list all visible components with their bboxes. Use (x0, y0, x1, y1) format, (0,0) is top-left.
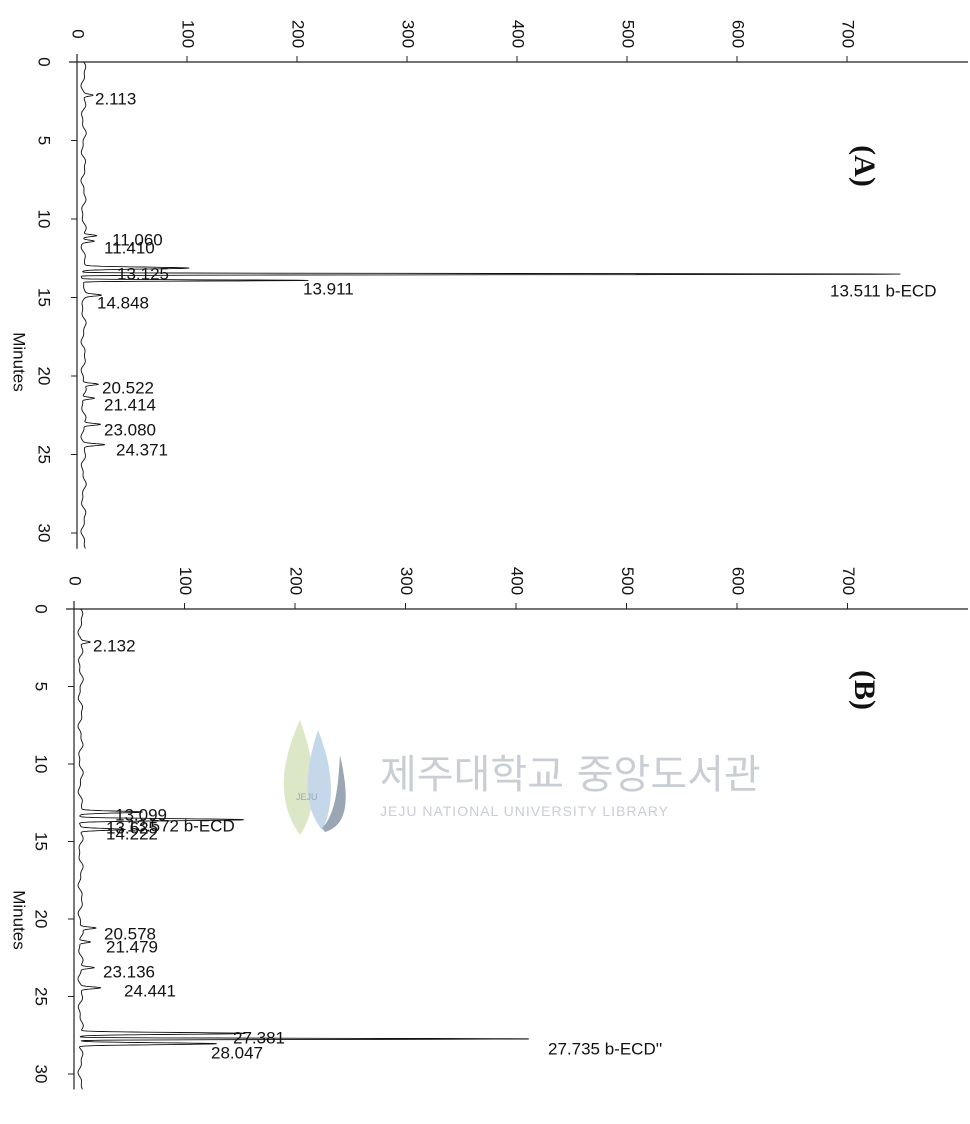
library-watermark: JEJU 제주대학교 중앙도서관 JEJU NATIONAL UNIVERSIT… (283, 720, 761, 835)
peak-label-a: 23.080 (104, 420, 156, 439)
peak-label-b: 23.136 (103, 962, 155, 981)
x-tick-label-a: 600 (729, 20, 748, 48)
peak-label-a: 14.848 (97, 293, 149, 312)
y-tick-label-a: 30 (35, 524, 54, 543)
y-tick-label-b: 10 (32, 755, 51, 774)
watermark-title: 제주대학교 중앙도서관 (380, 752, 761, 798)
x-tick-label-a: 0 (69, 29, 88, 38)
x-tick-label-b: 700 (839, 567, 858, 595)
x-tick-label-a: 100 (179, 20, 198, 48)
peak-label-b: 21.479 (106, 937, 158, 956)
peak-label-a: 21.414 (104, 395, 156, 414)
y-tick-label-a: 0 (35, 57, 54, 66)
y-tick-label-b: 0 (32, 604, 51, 613)
x-tick-label-a: 300 (399, 20, 418, 48)
emblem-text: JEJU (296, 792, 318, 802)
x-tick-label-b: 400 (508, 567, 527, 595)
y-axis-title-b: Minutes (10, 890, 29, 950)
peak-label-b: 13.572 b-ECD (127, 816, 235, 835)
x-tick-label-a: 700 (839, 20, 858, 48)
peak-label-b: 14.222 (106, 824, 158, 843)
trace-b (77, 608, 529, 1090)
x-tick-label-a: 500 (619, 20, 638, 48)
y-tick-label-b: 25 (32, 987, 51, 1006)
y-tick-label-b: 15 (32, 832, 51, 851)
y-tick-label-b: 30 (32, 1065, 51, 1084)
peak-label-a: 13.125 (117, 264, 169, 283)
peak-label-b: 2.132 (93, 636, 136, 655)
panel-label-b: (B) (848, 670, 881, 710)
y-tick-label-b: 5 (32, 682, 51, 691)
x-tick-label-b: 100 (176, 567, 195, 595)
x-tick-label-a: 400 (509, 20, 528, 48)
peak-label-a: 20.522 (102, 378, 154, 397)
y-tick-label-a: 10 (35, 210, 54, 229)
chromatogram-panel-b: 0 100 200 300 400 500 600 700 0 5 10 15 20 25 30 Minute… (10, 567, 968, 1090)
x-tick-label-b: 0 (66, 576, 85, 585)
trace-a (80, 61, 901, 549)
peak-label-a: 24.371 (116, 440, 168, 459)
y-axis-title-a: Minutes (10, 332, 29, 392)
x-tick-label-b: 200 (287, 567, 306, 595)
peak-label-a: 13.911 (303, 279, 354, 298)
x-tick-label-b: 500 (618, 567, 637, 595)
peak-label-b: 28.047 (211, 1043, 263, 1062)
x-tick-label-b: 300 (397, 567, 416, 595)
peak-label-b: 13.625 (106, 818, 158, 837)
peak-label-b: 24.441 (124, 981, 176, 1000)
peak-label-a: 11.410 (104, 238, 155, 257)
peak-label-a: 2.113 (95, 89, 136, 108)
watermark-subtitle: JEJU NATIONAL UNIVERSITY LIBRARY (380, 803, 669, 819)
peak-label-b: 13.099 (115, 805, 167, 824)
y-tick-label-a: 5 (35, 136, 54, 145)
peak-label-b: 27.735 b-ECD'' (548, 1039, 662, 1058)
chromatogram-panel-a: 0 100 200 300 400 500 600 700 0 5 10 15 20 25 30 Minute… (10, 20, 968, 549)
x-tick-label-a: 200 (289, 20, 308, 48)
y-tick-label-b: 20 (32, 910, 51, 929)
y-tick-label-a: 20 (35, 367, 54, 386)
y-tick-label-a: 15 (35, 288, 54, 307)
x-tick-label-b: 600 (729, 567, 748, 595)
panel-label-a: (A) (848, 145, 881, 187)
peak-label-a: 11.060 (112, 230, 163, 249)
peak-label-a: 13.511 b-ECD (830, 281, 936, 300)
y-tick-label-a: 25 (35, 445, 54, 464)
library-emblem: JEJU (283, 720, 346, 835)
peak-label-b: 27.381 (233, 1028, 285, 1047)
peak-label-b: 20.578 (104, 924, 156, 943)
